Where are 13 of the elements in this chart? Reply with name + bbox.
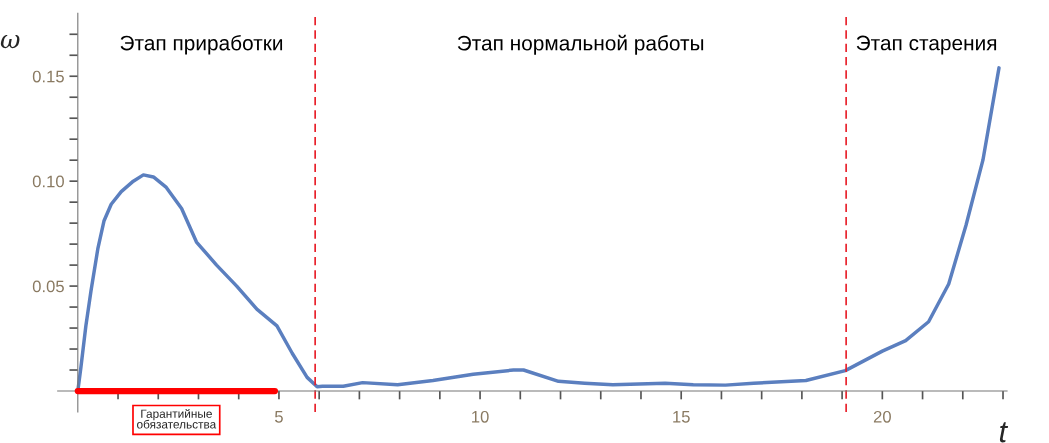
x-axis-title: t	[999, 422, 1009, 443]
x-tick-label: 5	[274, 411, 283, 423]
y-tick-label: 0.15	[32, 70, 64, 83]
y-tick-label: 0.05	[32, 280, 64, 293]
y-axis-title: ω	[0, 35, 20, 49]
annotation: Этап приработки	[120, 34, 283, 55]
x-tick-label: 10	[472, 410, 489, 423]
annotation: Этап старения	[856, 35, 997, 55]
annotation: Этап нормальной работы	[457, 34, 704, 55]
annotation: Гарантийные обязательства	[137, 409, 217, 429]
x-tick-label: 20	[873, 410, 891, 423]
y-tick-label: 0.10	[32, 175, 64, 188]
x-tick-label: 15	[673, 411, 690, 423]
